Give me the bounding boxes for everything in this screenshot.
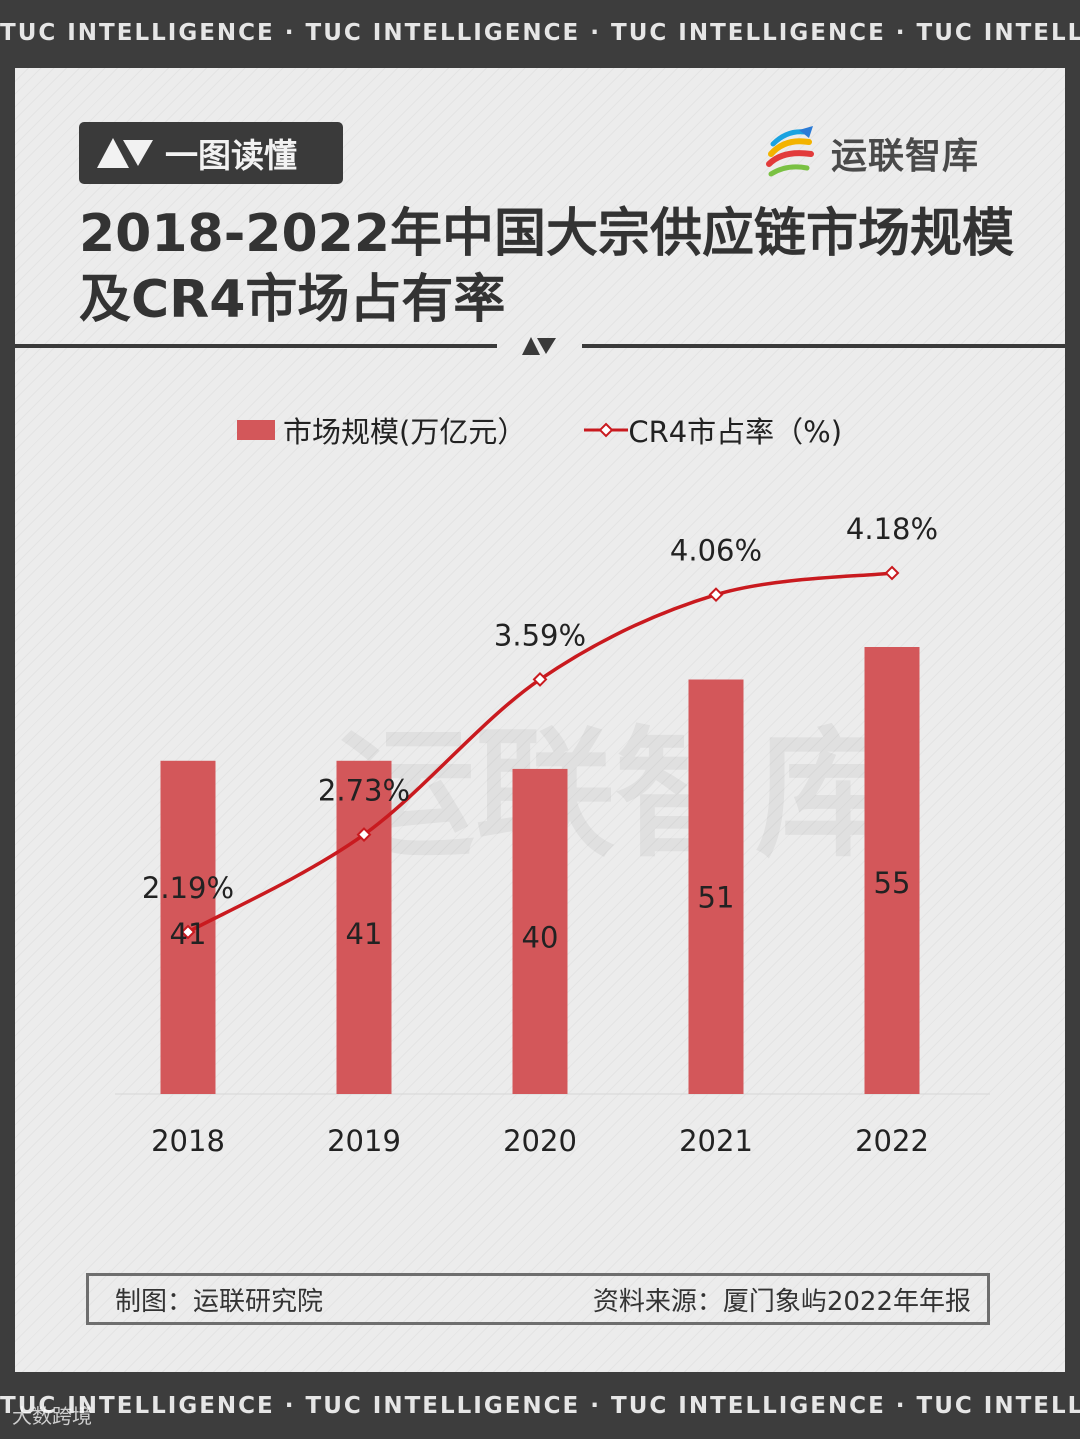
divider-right	[582, 344, 1065, 348]
bar-2021	[688, 679, 744, 1094]
brand-swirl-icon	[766, 126, 814, 177]
brand-logo: 运联智库	[763, 123, 979, 183]
bar-value-label-2021: 51	[698, 880, 735, 914]
bar-2019	[336, 760, 392, 1094]
divider-left	[15, 344, 497, 348]
title-line-2: 及CR4市场占有率	[79, 270, 506, 330]
chart-plot: 运联智库 41 2018 41 2019 40 2020 51 2021 55 2022 2.19%…	[115, 512, 990, 1158]
line-value-label-2021: 4.06%	[670, 534, 762, 568]
line-value-label-2018: 2.19%	[142, 871, 234, 905]
bar-value-label-2018: 41	[170, 917, 207, 951]
page-title: 2018-2022年中国大宗供应链市场规模 及CR4市场占有率	[79, 201, 1039, 333]
source-footer: 制图：运联研究院 资料来源：厦门象屿2022年年报	[86, 1273, 990, 1325]
legend-item-bar: 市场规模(万亿元）	[237, 409, 526, 451]
x-tick-label-2019: 2019	[327, 1124, 401, 1158]
divider-triangle-icon	[522, 337, 556, 355]
line-value-label-2019: 2.73%	[318, 774, 410, 808]
infographic-card: 一图读懂 运联智库 2018-2022年中国大宗供应链市场规模 及CR4市场占有…	[15, 68, 1065, 1372]
line-value-label-2022: 4.18%	[846, 512, 938, 546]
line-point-2020	[532, 672, 548, 687]
legend-bar-label: 市场规模(万亿元）	[283, 415, 527, 449]
legend-line-label: CR4市占率（%)	[628, 415, 843, 449]
bar-2020	[512, 768, 568, 1094]
bar-2022	[864, 647, 920, 1094]
footer-credit: 制图：运联研究院	[115, 1286, 324, 1317]
legend-line-swatch	[584, 422, 629, 438]
top-brand-band: TUC INTELLIGENCE · TUC INTELLIGENCE · TU…	[0, 20, 1080, 46]
line-point-2019	[356, 827, 372, 842]
title-line-1: 2018-2022年中国大宗供应链市场规模	[79, 204, 1015, 264]
x-tick-label-2022: 2022	[855, 1124, 929, 1158]
bar-value-label-2022: 55	[874, 866, 911, 900]
line-value-label-2020: 3.59%	[494, 618, 586, 652]
line-point-2018	[180, 924, 196, 940]
line-point-2022	[884, 565, 900, 581]
x-tick-label-2021: 2021	[679, 1124, 753, 1158]
bar-value-label-2020: 40	[522, 921, 559, 955]
legend-item-line: CR4市占率（%)	[584, 409, 842, 451]
bottom-brand-band: TUC INTELLIGENCE · TUC INTELLIGENCE · TU…	[0, 1393, 1080, 1419]
chart-legend: 市场规模(万亿元） CR4市占率（%)	[237, 410, 842, 450]
badge-label: 一图读懂	[165, 136, 297, 175]
x-tick-label-2020: 2020	[503, 1124, 577, 1158]
chart-watermark: 运联智库	[335, 714, 895, 877]
triangle-logo-icon	[97, 138, 153, 168]
corner-watermark-label: 大数跨境	[12, 1404, 92, 1428]
legend-bar-swatch	[237, 420, 275, 440]
footer-source: 资料来源：厦门象屿2022年年报	[592, 1286, 971, 1317]
badge: 一图读懂	[79, 122, 343, 184]
brand-name: 运联智库	[831, 136, 980, 177]
corner-watermark: 大数跨境	[12, 1400, 92, 1429]
x-tick-label-2018: 2018	[151, 1124, 225, 1158]
line-point-2021	[708, 587, 724, 603]
bar-value-label-2019: 41	[346, 917, 383, 951]
